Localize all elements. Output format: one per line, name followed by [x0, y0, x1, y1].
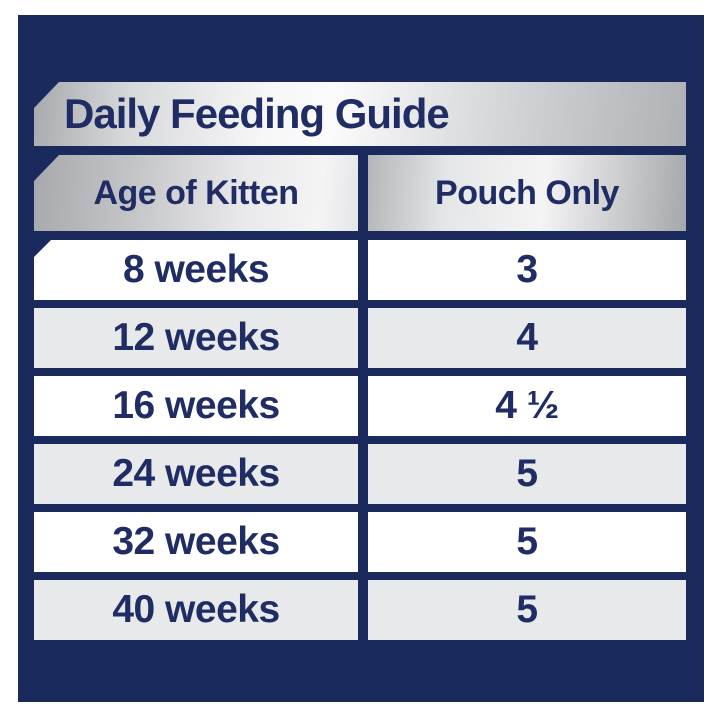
table-row-age-cell: 40 weeks [34, 580, 358, 640]
age-value: 40 weeks [112, 588, 280, 631]
age-value: 12 weeks [112, 316, 280, 359]
table-row-pouch-cell: 4 [368, 308, 686, 368]
table-row-pouch-cell: 5 [368, 512, 686, 572]
table-row-age-cell: 32 weeks [34, 512, 358, 572]
table-row-age-cell: 8 weeks [34, 240, 358, 300]
page-title: Daily Feeding Guide [64, 90, 450, 137]
table-row-pouch-cell: 5 [368, 580, 686, 640]
table-row-pouch-cell: 4 ½ [368, 376, 686, 436]
table-row-age-cell: 24 weeks [34, 444, 358, 504]
column-header-age-of-kitten: Age of Kitten [34, 155, 358, 231]
pouch-count: 4 [516, 316, 538, 359]
column-header-label: Age of Kitten [93, 173, 299, 212]
age-value: 16 weeks [112, 384, 280, 427]
table-row-pouch-cell: 5 [368, 444, 686, 504]
pouch-count: 4 ½ [495, 384, 559, 427]
title-banner: Daily Feeding Guide [34, 82, 686, 146]
column-header-pouch-only: Pouch Only [368, 155, 686, 231]
pouch-count: 5 [516, 452, 538, 495]
pouch-count: 5 [516, 588, 538, 631]
pouch-count: 5 [516, 520, 538, 563]
pouch-count: 3 [516, 248, 538, 291]
age-value: 32 weeks [112, 520, 280, 563]
feeding-guide-panel: Daily Feeding Guide Age of Kitten Pouch … [18, 15, 704, 702]
table-row-pouch-cell: 3 [368, 240, 686, 300]
age-value: 24 weeks [112, 452, 280, 495]
column-header-label: Pouch Only [435, 173, 619, 212]
table-row-age-cell: 12 weeks [34, 308, 358, 368]
age-value: 8 weeks [122, 248, 270, 291]
table-row-age-cell: 16 weeks [34, 376, 358, 436]
